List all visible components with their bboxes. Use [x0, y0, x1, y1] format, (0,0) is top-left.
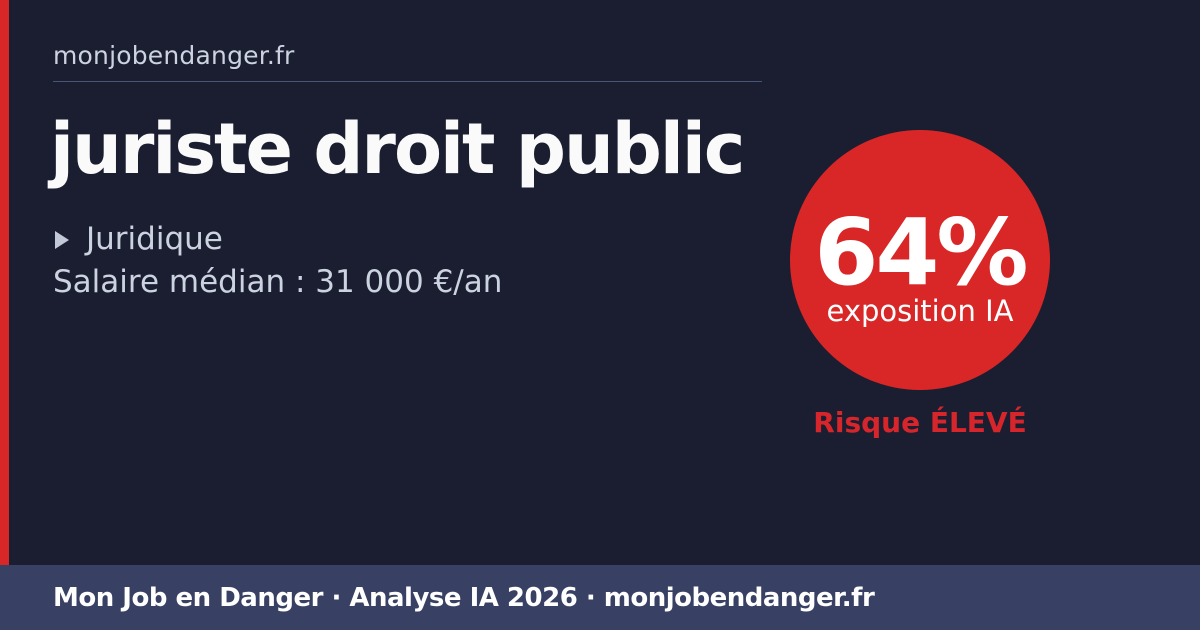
- risk-percent-caption: exposition IA: [826, 294, 1014, 329]
- risk-percent-value: 64%: [814, 198, 1028, 306]
- job-category-label: Juridique: [86, 221, 223, 257]
- site-domain-label: monjobendanger.fr: [53, 41, 295, 70]
- page-title: juriste droit public: [50, 108, 745, 190]
- accent-left-strip: [0, 0, 9, 565]
- job-category-row: Juridique: [55, 224, 223, 255]
- header-divider: [53, 81, 762, 82]
- footer-bar: Mon Job en Danger · Analyse IA 2026 · mo…: [0, 565, 1200, 630]
- risk-exposure-badge: 64% exposition IA: [790, 130, 1050, 390]
- median-salary-text: Salaire médian : 31 000 €/an: [53, 264, 503, 300]
- risk-level-label: Risque ÉLEVÉ: [813, 406, 1027, 439]
- footer-branding-text: Mon Job en Danger · Analyse IA 2026 · mo…: [53, 582, 875, 613]
- triangle-right-icon: [55, 230, 69, 249]
